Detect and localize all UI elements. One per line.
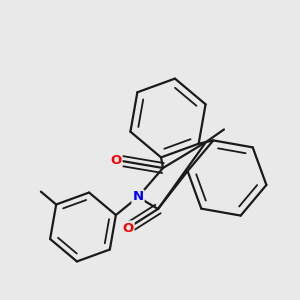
Text: N: N [132,190,144,203]
Text: O: O [110,154,122,166]
Text: O: O [122,221,134,235]
